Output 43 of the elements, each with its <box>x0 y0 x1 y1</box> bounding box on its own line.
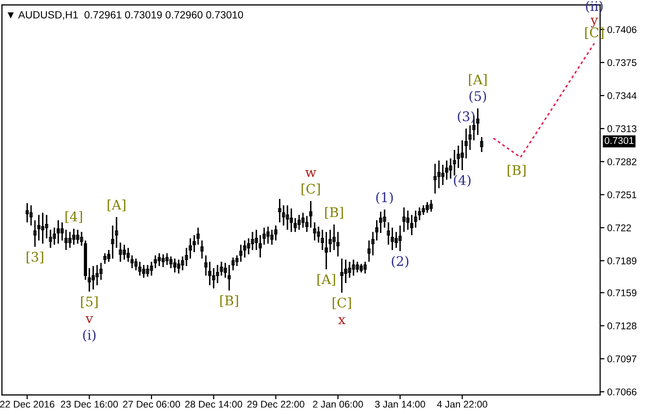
annotation: (2) <box>392 256 408 268</box>
y-tick-label: 0.7066 <box>607 388 636 396</box>
y-tick-label: 0.7282 <box>607 158 636 166</box>
annotation: [C] <box>332 297 351 310</box>
annotation: [B] <box>220 295 238 308</box>
annotation: [A] <box>318 274 336 286</box>
annotation: (1) <box>376 192 393 204</box>
y-tick-label: 0.7128 <box>607 322 636 330</box>
y-tick-label: 0.7344 <box>607 92 637 100</box>
annotation: [C] <box>302 184 320 196</box>
x-tick-label: 22 Dec 2016 <box>0 400 54 408</box>
annotation: (3) <box>458 111 474 124</box>
y-tick-label: 0.7375 <box>607 59 636 66</box>
annotation: [B] <box>508 164 526 177</box>
annotation: [3] <box>26 252 44 264</box>
annotation: [A] <box>108 200 126 212</box>
annotation: v <box>86 316 94 324</box>
annotation: [4] <box>66 211 82 223</box>
y-tick-label: 0.7159 <box>607 289 636 296</box>
y-tick-label: 0.7313 <box>607 125 636 132</box>
annotation: x <box>338 317 346 324</box>
x-tick-label: 28 Dec 14:00 <box>185 400 242 408</box>
x-tick-label: 23 Dec 16:00 <box>60 400 118 408</box>
annotation: (i) <box>83 330 96 342</box>
y-tick-label: 0.7189 <box>607 257 636 264</box>
annotation: [5] <box>81 296 98 308</box>
text: ▼ AUDUSD,H1 0.72961 0.73019 0.72960 0.73010 <box>8 11 244 20</box>
annotation: w <box>305 170 316 177</box>
annotation: [B] <box>325 206 343 219</box>
annotation: [A] <box>468 74 487 86</box>
x-tick-label: 29 Dec 22:00 <box>247 400 304 408</box>
x-tick-label: 2 Jan 06:00 <box>313 400 363 408</box>
y-tick-label: 0.7406 <box>607 26 636 34</box>
y-tick-label: 0.7097 <box>607 355 636 362</box>
annotation: y <box>590 18 598 28</box>
text: 0.7301 <box>604 137 634 144</box>
y-tick-label: 0.722 <box>607 224 631 232</box>
annotation: (5) <box>469 90 486 103</box>
x-tick-label: 27 Dec 06:00 <box>123 400 180 408</box>
x-tick-label: 4 Jan 22:00 <box>437 400 488 408</box>
x-tick-label: 3 Jan 14:00 <box>375 400 426 408</box>
y-tick-label: 0.7251 <box>607 191 636 198</box>
annotation: (4) <box>454 174 471 187</box>
